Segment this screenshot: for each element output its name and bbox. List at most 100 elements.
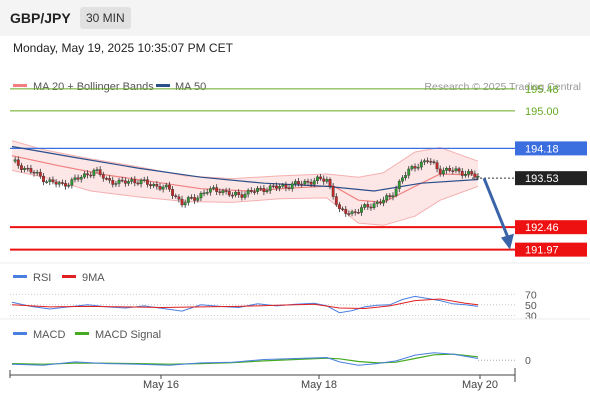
legend-swatch-ma50: [156, 84, 170, 87]
candle-body: [253, 191, 256, 193]
candle-body: [325, 179, 329, 182]
legend-swatch-rsi: [13, 275, 27, 278]
candle-body: [347, 213, 351, 215]
candle-body: [331, 185, 335, 197]
candle-body: [79, 176, 83, 180]
candle-body: [83, 173, 86, 178]
candle-body: [268, 185, 272, 191]
candle-body: [441, 170, 445, 175]
candle-body: [401, 177, 404, 182]
candle-body: [98, 169, 102, 175]
candle-body: [303, 180, 307, 185]
candle-body: [60, 182, 64, 184]
candle-body: [423, 160, 426, 163]
candle-body: [432, 161, 436, 163]
candle-body: [237, 191, 241, 195]
candle-body: [426, 160, 430, 162]
candle-body: [177, 196, 181, 200]
candle-body: [249, 190, 253, 192]
candle-body: [70, 179, 74, 186]
current-price-label: 193.53: [525, 173, 559, 185]
candle-body: [407, 168, 411, 176]
rsi-legend-label: RSI: [33, 272, 51, 284]
candle-body: [155, 184, 159, 187]
candle-body: [136, 182, 140, 185]
candle-body: [334, 196, 338, 205]
candle-body: [312, 180, 316, 185]
level-tag-192.46: [515, 220, 587, 235]
candle-body: [457, 168, 461, 172]
candle-body: [171, 189, 174, 196]
candle-body: [183, 202, 187, 206]
legend-swatch-bollinger: [13, 84, 27, 87]
candle-body: [476, 175, 480, 178]
candle-body: [16, 159, 20, 166]
candle-body: [338, 204, 341, 209]
candle-body: [397, 180, 401, 189]
level-tag-194.18: [515, 141, 587, 156]
candle-body: [319, 176, 322, 180]
candle-body: [356, 212, 360, 214]
candle-body: [95, 169, 99, 171]
candle-body: [218, 191, 222, 193]
candle-body: [234, 191, 237, 196]
candle-body: [464, 173, 467, 176]
legend-swatch-rsi-ma: [62, 275, 76, 278]
candle-body: [275, 185, 278, 189]
candle-body: [101, 174, 105, 179]
x-tick-label-2: May 20: [462, 379, 498, 391]
candle-body: [404, 175, 407, 179]
candle-body: [290, 183, 294, 189]
legend-label-bollinger: MA 20 + Bollinger Bands: [33, 81, 154, 93]
candle-body: [202, 192, 206, 195]
candle-body: [64, 183, 67, 187]
candle-body: [435, 162, 439, 170]
candle-body: [394, 188, 398, 196]
candle-body: [278, 185, 282, 189]
candle-body: [224, 190, 228, 192]
candle-body: [256, 187, 259, 192]
candle-body: [372, 203, 376, 208]
candle-body: [360, 207, 363, 213]
candle-body: [145, 179, 149, 185]
legend-label-ma50: MA 50: [175, 81, 206, 93]
level-label-191.97: 191.97: [525, 245, 559, 257]
candle-body: [117, 179, 121, 184]
candle-body: [142, 179, 146, 181]
candle-body: [164, 184, 168, 188]
candle-body: [353, 211, 357, 213]
candle-body: [287, 187, 291, 189]
candle-body: [454, 168, 458, 171]
candle-body: [243, 193, 247, 198]
candle-body: [193, 197, 197, 201]
candle-body: [212, 187, 215, 189]
candle-body: [35, 171, 39, 174]
candle-body: [259, 187, 263, 190]
candle-body: [13, 159, 17, 162]
currency-pair-title: GBP/JPY: [10, 10, 71, 26]
candle-body: [445, 168, 448, 171]
candle-body: [460, 170, 464, 176]
candle-body: [293, 181, 297, 184]
candle-body: [111, 180, 115, 185]
candle-body: [38, 171, 42, 177]
candle-body: [438, 168, 442, 175]
bollinger-band-area: [12, 140, 478, 226]
macd-legend-label: MACD: [33, 329, 65, 341]
candle-body: [196, 197, 200, 201]
candle-body: [410, 166, 414, 170]
candle-body: [174, 195, 178, 198]
timeframe-button[interactable]: 30 MIN: [80, 7, 131, 29]
rsi-level-label-70: 70: [525, 289, 537, 301]
candle-body: [54, 181, 58, 185]
candle-body: [451, 170, 455, 172]
candle-body: [470, 171, 474, 175]
current-price-tag: [515, 171, 587, 186]
candle-body: [190, 197, 193, 199]
candle-body: [57, 182, 61, 185]
candle-body: [168, 184, 171, 190]
ma50-line: [11, 145, 479, 192]
candle-body: [382, 199, 385, 204]
candle-body: [366, 204, 370, 208]
